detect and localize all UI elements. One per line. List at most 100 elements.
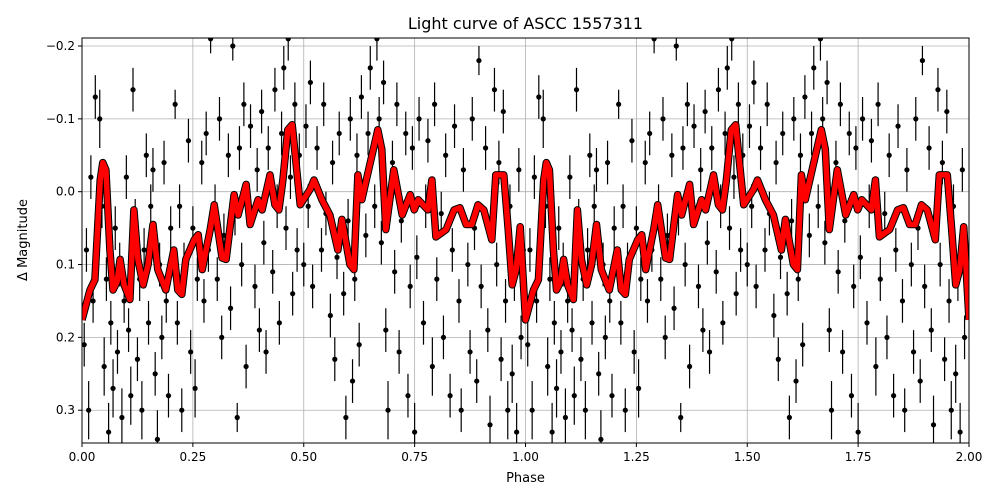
data-point	[440, 334, 447, 340]
data-point	[733, 291, 739, 297]
data-point	[367, 65, 373, 71]
data-point	[917, 378, 923, 384]
data-point	[467, 349, 473, 355]
y-tick-label: 0.2	[56, 330, 75, 344]
data-point	[593, 167, 600, 173]
data-point	[607, 298, 613, 304]
data-point	[485, 327, 491, 333]
data-point	[214, 276, 220, 282]
data-point	[270, 269, 276, 275]
data-point	[227, 305, 234, 311]
data-point	[797, 152, 804, 158]
data-point	[478, 283, 484, 289]
data-point	[174, 320, 180, 326]
data-point	[254, 167, 260, 173]
data-point	[165, 393, 172, 399]
data-point	[662, 334, 668, 340]
data-point	[314, 145, 320, 151]
data-point	[777, 254, 784, 260]
data-point	[658, 276, 664, 282]
data-point	[82, 342, 87, 348]
data-point	[848, 393, 855, 399]
data-point	[243, 363, 249, 370]
data-point	[873, 363, 879, 370]
grid	[81, 38, 970, 443]
data-point	[141, 247, 147, 253]
data-point	[358, 94, 365, 100]
data-point	[706, 349, 713, 355]
data-point	[893, 247, 899, 253]
data-point	[396, 349, 402, 355]
data-point	[263, 349, 269, 355]
data-point	[824, 79, 830, 86]
data-point	[236, 145, 243, 151]
data-point	[582, 407, 588, 413]
data-point	[789, 218, 795, 224]
data-point	[176, 203, 183, 209]
data-point	[509, 371, 515, 377]
data-point	[438, 210, 444, 217]
data-point	[194, 276, 200, 282]
data-point	[327, 312, 333, 319]
data-point	[290, 291, 296, 297]
data-point	[800, 342, 806, 348]
data-point	[125, 327, 132, 333]
data-point	[363, 232, 369, 239]
data-point	[123, 174, 129, 180]
data-point	[112, 225, 118, 231]
data-point	[855, 429, 861, 435]
data-point	[203, 130, 209, 137]
data-point	[587, 152, 593, 158]
data-point	[281, 65, 287, 71]
y-axis-label: Δ Magnitude	[16, 199, 31, 281]
data-point	[380, 79, 387, 86]
data-point	[671, 305, 677, 311]
data-point	[553, 385, 560, 391]
data-point	[840, 349, 846, 355]
data-point	[786, 414, 792, 421]
data-point	[398, 218, 404, 224]
data-point	[826, 327, 832, 333]
data-point	[416, 116, 422, 122]
data-point	[134, 356, 141, 362]
data-point	[815, 203, 821, 209]
data-point	[434, 276, 440, 282]
data-point	[953, 371, 959, 377]
data-point	[307, 79, 314, 86]
data-point	[737, 247, 744, 253]
data-point	[957, 429, 963, 435]
data-point	[152, 371, 158, 377]
data-point	[431, 101, 438, 107]
data-point	[673, 43, 679, 49]
data-point	[611, 225, 617, 231]
data-point	[545, 363, 551, 370]
data-point	[491, 87, 498, 93]
data-point	[669, 152, 675, 158]
data-point	[241, 101, 247, 107]
x-tick-label: 2.00	[956, 450, 983, 464]
data-point	[97, 116, 103, 122]
data-point	[272, 87, 278, 93]
data-point	[405, 393, 411, 399]
data-point	[853, 145, 859, 151]
data-point	[412, 429, 418, 435]
data-point	[620, 203, 626, 209]
data-point	[946, 298, 952, 304]
data-point	[219, 334, 225, 340]
data-point	[533, 298, 540, 304]
data-point	[516, 167, 522, 173]
data-point	[225, 152, 231, 158]
data-point	[392, 269, 398, 275]
data-point	[110, 385, 116, 391]
data-point	[780, 130, 786, 137]
data-point	[822, 240, 828, 246]
data-point	[565, 298, 571, 304]
data-point	[139, 407, 145, 413]
data-point	[536, 94, 542, 100]
data-point	[604, 159, 611, 166]
data-point	[352, 276, 358, 282]
data-point	[726, 225, 733, 231]
data-point	[859, 116, 866, 122]
data-point	[939, 159, 945, 166]
